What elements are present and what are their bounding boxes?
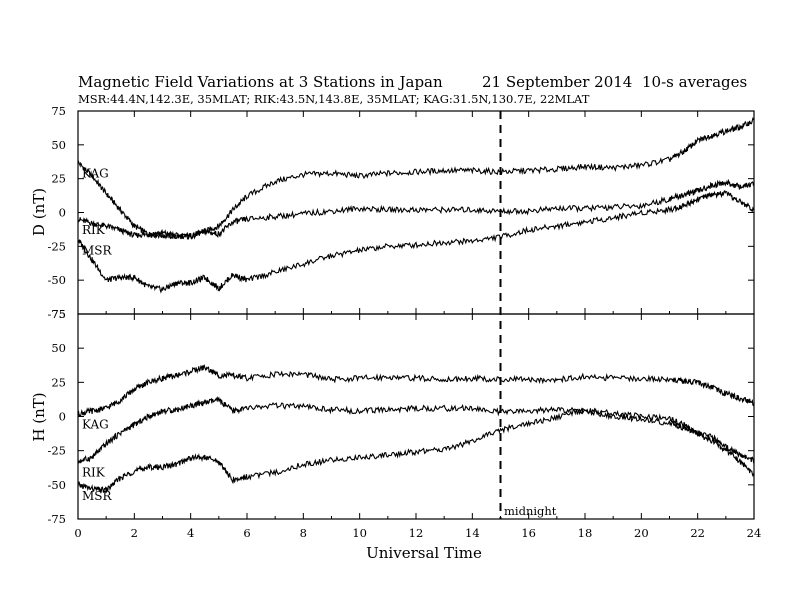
y-tick-label-bottom: 25 xyxy=(51,375,66,389)
series-label-top-msr: MSR xyxy=(82,243,113,257)
x-tick-label: 22 xyxy=(690,526,705,540)
x-tick-label: 18 xyxy=(578,526,593,540)
x-tick-label: 10 xyxy=(352,526,367,540)
x-tick-label: 4 xyxy=(187,526,194,540)
x-tick-label: 12 xyxy=(409,526,424,540)
series-line-top-rik xyxy=(77,178,755,241)
series-line-bottom-msr xyxy=(77,407,755,494)
y-tick-label-bottom: -25 xyxy=(47,444,66,458)
y-tick-label-bottom: 0 xyxy=(59,410,66,424)
y-tick-label-bottom: -75 xyxy=(47,512,66,526)
series-line-top-kag xyxy=(77,117,755,240)
chart-averaging: 10-s averages xyxy=(642,73,747,91)
series-line-bottom-rik xyxy=(77,396,755,465)
y-tick-label-bottom: -50 xyxy=(47,478,66,492)
x-tick-label: 16 xyxy=(521,526,536,540)
y-tick-label-bottom: 50 xyxy=(51,341,66,355)
x-tick-label: 6 xyxy=(243,526,250,540)
series-label-bottom-kag: KAG xyxy=(82,418,109,432)
y-tick-label-top: -50 xyxy=(47,273,66,287)
x-tick-label: 14 xyxy=(465,526,480,540)
series-line-bottom-kag xyxy=(77,364,755,417)
series-label-top-kag: KAG xyxy=(82,166,109,180)
y-tick-label-top: -75 xyxy=(47,307,66,321)
x-tick-label: 2 xyxy=(131,526,138,540)
y-tick-label-top: 25 xyxy=(51,172,66,186)
y-tick-label-top: -25 xyxy=(47,239,66,253)
midnight-label: midnight xyxy=(504,504,557,518)
series-label-bottom-msr: MSR xyxy=(82,489,113,503)
x-axis-label: Universal Time xyxy=(366,544,482,562)
series-line-top-msr xyxy=(77,190,755,294)
series-label-bottom-rik: RIK xyxy=(82,466,106,480)
x-tick-label: 8 xyxy=(300,526,307,540)
y-tick-label-top: 0 xyxy=(59,206,66,220)
y-tick-label-top: 75 xyxy=(51,104,66,118)
x-tick-label: 20 xyxy=(634,526,649,540)
y-tick-label-bottom: 75 xyxy=(51,307,66,321)
y-tick-label-top: 50 xyxy=(51,138,66,152)
chart-title: Magnetic Field Variations at 3 Stations … xyxy=(78,73,443,91)
x-tick-label: 24 xyxy=(747,526,762,540)
y-axis-label-top: D (nT) xyxy=(30,188,48,236)
x-tick-label: 0 xyxy=(74,526,81,540)
stations-info: MSR:44.4N,142.3E, 35MLAT; RIK:43.5N,143.… xyxy=(78,92,590,106)
y-axis-label-bottom: H (nT) xyxy=(30,392,48,441)
series-label-top-rik: RIK xyxy=(82,223,106,237)
chart-date: 21 September 2014 xyxy=(482,73,632,91)
